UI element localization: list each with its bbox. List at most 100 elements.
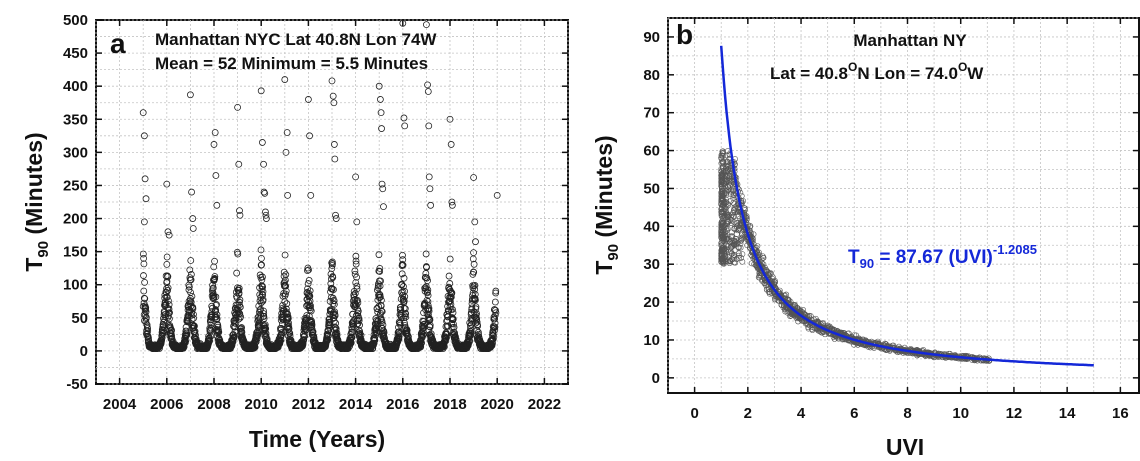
panel-a-xtick-label: 2012: [292, 396, 325, 413]
panel-b-point: [785, 297, 792, 303]
panel-b-point: [721, 224, 728, 230]
panel-b-xtick-label: 10: [952, 405, 969, 422]
panel-a-point: [468, 304, 476, 312]
panel-a-point: [423, 289, 431, 297]
panel-a-point: [328, 77, 336, 85]
panel-a-point: [352, 279, 360, 286]
panel-b-point: [733, 241, 739, 248]
panel-a-point: [427, 201, 435, 209]
panel-a-point: [306, 287, 314, 295]
panel-a-point: [424, 286, 432, 294]
panel-b-point: [738, 237, 745, 244]
panel-b-point: [733, 226, 740, 232]
panel-a-point: [214, 327, 222, 335]
panel-b-chart: 0 2 4 6 8 10 12 14 16 0 10 20 30 40 50 60 70 80 90 b Manha…: [591, 17, 1140, 460]
panel-a-chart: 2004 2006 2008 2010 2012 2014 2016 2018 2020 2022…: [21, 12, 569, 452]
panel-a-point: [353, 285, 361, 293]
panel-a-point: [261, 321, 269, 329]
panel-b-ytick-label: 10: [643, 332, 660, 349]
panel-a-xtick-label: 2020: [481, 396, 514, 413]
panel-a-point: [163, 253, 171, 261]
panel-a-point: [446, 115, 454, 123]
panel-a-point: [142, 308, 150, 316]
panel-a-point: [377, 296, 385, 304]
panel-b-ytick-label: 0: [652, 370, 660, 387]
panel-a-point: [447, 293, 455, 301]
panel-a-point: [330, 309, 338, 317]
panel-b-point: [719, 209, 726, 216]
panel-a-point: [357, 331, 365, 339]
panel-a-point: [281, 76, 289, 83]
panel-a-xtick-label: 2016: [386, 396, 419, 413]
panel-a-ytick-label: 400: [63, 78, 88, 95]
panel-a-point: [187, 257, 195, 264]
panel-b-point: [724, 214, 731, 220]
panel-a-point: [449, 306, 456, 313]
panel-a-point: [165, 231, 173, 239]
panel-a-point: [304, 267, 311, 275]
panel-a-point: [234, 103, 242, 111]
panel-a-ytick-label: 500: [63, 12, 88, 29]
panel-a-point: [212, 301, 220, 309]
panel-a-point: [188, 308, 196, 316]
panel-b-point: [731, 201, 738, 207]
panel-b-xtick-label: 6: [850, 405, 858, 422]
panel-a-point: [331, 312, 339, 320]
panel-a-point: [379, 185, 387, 193]
panel-b-point: [772, 295, 779, 302]
panel-b-xtick-label: 12: [1006, 405, 1023, 422]
panel-a-point: [188, 188, 195, 196]
panel-b-point: [719, 170, 725, 177]
panel-a-point: [352, 252, 360, 260]
panel-a-point: [213, 201, 221, 209]
panel-a-point: [308, 321, 316, 328]
panel-a-point: [213, 311, 221, 319]
panel-a-point: [255, 319, 263, 327]
panel-b-fit-curve: [719, 45, 1094, 367]
panel-a-point: [371, 336, 379, 344]
panel-a-point: [206, 337, 214, 345]
panel-b-point: [718, 154, 725, 161]
panel-a-point: [419, 331, 427, 339]
panel-a-point: [209, 294, 217, 302]
panel-b-eq-exponent: -1.2085: [993, 242, 1037, 257]
panel-a-point: [166, 309, 173, 317]
panel-a-point: [425, 307, 433, 315]
panel-a-point: [187, 271, 195, 278]
panel-a-point: [158, 336, 166, 344]
panel-a-point: [491, 323, 499, 331]
panel-b-ytick-label: 90: [643, 29, 660, 46]
panel-b-point: [787, 309, 794, 316]
panel-a-point: [236, 303, 244, 311]
panel-a-point: [449, 315, 457, 323]
panel-a-point: [164, 273, 172, 281]
panel-b-point: [727, 258, 734, 265]
panel-a-xtick-label: 2010: [245, 396, 278, 413]
panel-a-point: [162, 288, 170, 296]
panel-a-point: [142, 195, 150, 203]
panel-a-point: [251, 343, 259, 351]
panel-a-point: [235, 289, 243, 297]
panel-a-point: [399, 251, 406, 259]
panel-a-point: [472, 305, 480, 313]
panel-a-point: [330, 99, 338, 107]
panel-a-ytick-label: 150: [63, 244, 88, 261]
panel-a-point: [259, 288, 267, 295]
panel-a-point: [378, 125, 385, 132]
panel-b-point: [723, 165, 729, 172]
panel-a-point: [262, 211, 270, 219]
panel-a-point: [492, 309, 500, 317]
panel-a-point: [423, 264, 430, 271]
panel-a-point: [236, 298, 243, 306]
panel-a-point: [233, 269, 241, 277]
panel-a-point: [141, 295, 149, 302]
panel-b-point: [719, 149, 726, 156]
panel-a-point: [211, 273, 219, 280]
panel-a-point: [262, 215, 270, 222]
panel-a-point: [187, 276, 195, 284]
panel-b-point: [735, 226, 742, 232]
panel-a-point: [139, 250, 147, 258]
panel-a-point: [212, 293, 220, 301]
panel-a-point: [256, 297, 264, 305]
panel-b-lat: Lat = 40.8: [770, 64, 848, 83]
